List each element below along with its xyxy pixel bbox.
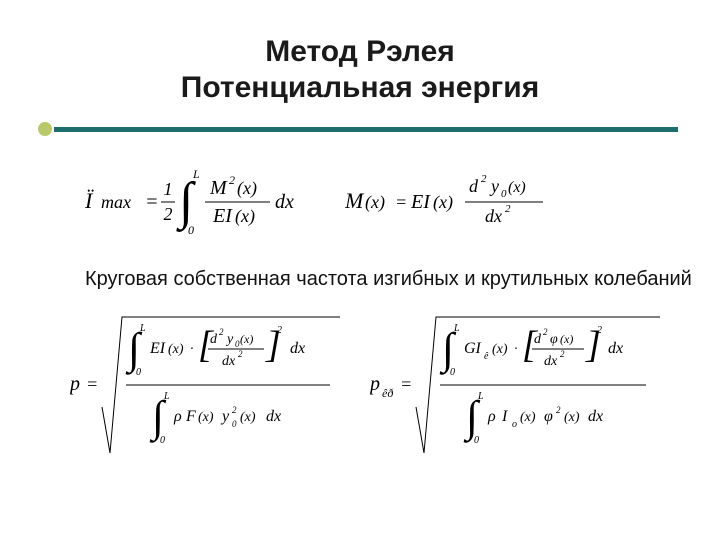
eq3-d2y-exp: 2 <box>219 327 224 337</box>
eq2-den-exp: 2 <box>505 203 511 215</box>
eq3-num-int-low: 0 <box>136 367 141 378</box>
eq1-den-EI: EI <box>212 205 233 227</box>
eq2-num-y-sub: 0 <box>501 188 507 200</box>
slide: Метод Рэлея Потенциальная энергия Ï max … <box>0 0 720 540</box>
eq3-den-rho: ρ <box>173 408 182 425</box>
eq4-phi-arg: (x) <box>560 332 573 346</box>
eq3-den-dx: dx <box>266 408 281 425</box>
eq1-lhs-sub: max <box>101 192 131 212</box>
eq4-den-I-x: (x) <box>520 410 536 425</box>
slide-title: Метод Рэлея Потенциальная энергия <box>0 34 720 106</box>
eq3-den-y-arg: (x) <box>240 410 256 425</box>
eq2-num-arg: (x) <box>508 179 526 196</box>
eq1-equals: = <box>145 191 159 213</box>
eq4-equals: = <box>400 374 412 394</box>
eq4-inner-dx-exp: 2 <box>560 349 565 359</box>
eq4-phi: φ <box>550 332 558 347</box>
eq3-num-EI: EI <box>149 340 166 357</box>
eq4-den-int-high: L <box>477 391 484 402</box>
eq4-den-phi-arg: (x) <box>564 410 580 425</box>
eq4-p: p <box>370 373 380 395</box>
eq2-arg: (x) <box>365 192 385 213</box>
eq4-den-I-sub: o <box>512 419 517 430</box>
eq3-inner-dx: dx <box>222 354 236 369</box>
eq4-d2-exp: 2 <box>543 327 548 337</box>
eq3-den-F-x: (x) <box>198 410 214 425</box>
eq3-inner-dx-exp: 2 <box>238 349 243 359</box>
eq1-num-exp: 2 <box>229 173 235 187</box>
equation-4: p êð = ∫ L 0 GI ê (x) · [ d 2 φ (x) dx 2… <box>370 305 670 465</box>
equation-2: M (x) = EI (x) d 2 y 0 (x) dx 2 <box>345 164 605 242</box>
eq4-p-sub: êð <box>382 386 393 400</box>
eq4-num-dot: · <box>514 342 518 357</box>
eq2-num-y: y <box>489 176 499 196</box>
eq1-int-low: 0 <box>188 223 194 237</box>
eq4-num-int-low: 0 <box>450 367 455 378</box>
eq4-den-rho: ρ <box>487 408 496 425</box>
title-line-2: Потенциальная энергия <box>0 70 720 106</box>
eq1-dx: dx <box>275 191 294 213</box>
eq3-bracket-exp: 2 <box>277 325 282 336</box>
divider-bullet-icon <box>38 122 52 136</box>
eq2-EI-arg: (x) <box>433 192 453 213</box>
eq3-den-int-high: L <box>163 391 170 402</box>
eq3-den-y-sub: 0 <box>232 419 237 429</box>
subtitle: Круговая собственная частота изгибных и … <box>85 268 705 291</box>
equation-row-2: p = ∫ L 0 EI (x) · [ d 2 y 0 (x) dx 2 ] … <box>70 305 690 465</box>
eq2-equals: = <box>395 192 407 212</box>
eq4-den-phi: φ <box>544 408 553 425</box>
eq4-num-dx: dx <box>608 340 623 357</box>
equation-row-1: Ï max = 1 2 ∫ L 0 M 2 (x) EI (x) dx M (x… <box>85 170 655 250</box>
eq2-M: M <box>345 188 365 213</box>
eq4-den-phi-exp: 2 <box>556 405 561 415</box>
eq3-num-dx: dx <box>290 340 305 357</box>
eq1-num-M: M <box>209 177 228 199</box>
eq4-den-int-low: 0 <box>474 435 479 446</box>
eq4-bracket-exp: 2 <box>597 325 602 336</box>
eq3-p: p <box>70 373 80 395</box>
eq2-num-d-exp: 2 <box>481 173 487 185</box>
equation-3: p = ∫ L 0 EI (x) · [ d 2 y 0 (x) dx 2 ] … <box>70 305 350 465</box>
eq4-num-GI: GI <box>464 340 482 357</box>
eq3-den-y-exp: 2 <box>232 405 237 415</box>
title-divider <box>40 122 680 136</box>
eq3-d2y-arg: (x) <box>240 332 253 346</box>
eq4-inner-dx: dx <box>544 354 558 369</box>
eq1-lhs-sym: Ï <box>85 188 94 213</box>
eq3-equals: = <box>86 374 98 394</box>
eq1-num-arg: (x) <box>237 178 257 199</box>
divider-rule <box>54 127 678 132</box>
eq3-num-dot: · <box>190 342 194 357</box>
eq4-den-I: I <box>501 408 508 425</box>
eq3-num-int-high: L <box>139 323 146 334</box>
eq4-num-GI-sub: ê <box>484 351 489 362</box>
eq4-num-int-high: L <box>453 323 460 334</box>
eq2-EI: EI <box>410 191 431 213</box>
eq4-d2-d: d <box>534 332 542 347</box>
eq1-half-num: 1 <box>164 179 173 199</box>
eq3-den-F: F <box>185 408 196 425</box>
eq3-den-int-low: 0 <box>160 435 165 446</box>
eq3-d2y-y: y <box>225 332 234 347</box>
eq3-den-y: y <box>220 408 230 425</box>
title-line-1: Метод Рэлея <box>0 34 720 70</box>
equation-1: Ï max = 1 2 ∫ L 0 M 2 (x) EI (x) dx <box>85 164 315 242</box>
eq1-half-den: 2 <box>164 204 173 224</box>
eq1-den-arg: (x) <box>235 206 255 227</box>
eq3-d2y-d: d <box>210 332 218 347</box>
eq3-num-EI-x: (x) <box>168 342 184 357</box>
eq2-num-d: d <box>469 176 479 196</box>
eq1-int-high: L <box>192 167 200 181</box>
eq2-den-dx: dx <box>485 206 502 226</box>
eq4-den-dx: dx <box>588 408 603 425</box>
eq4-num-GI-x: (x) <box>492 342 508 357</box>
